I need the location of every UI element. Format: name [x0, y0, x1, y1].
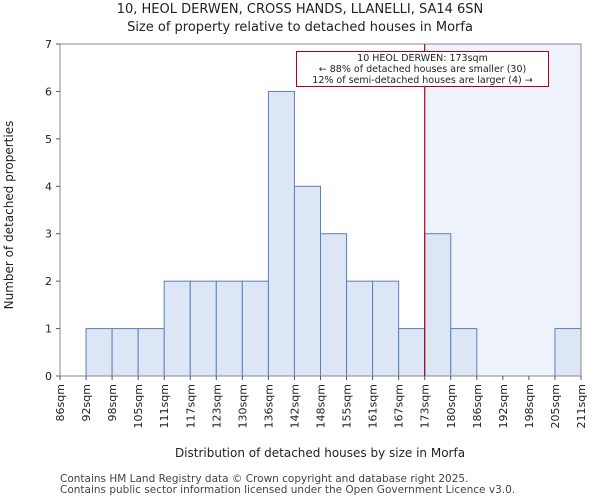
marker-annotation: 10 HEOL DERWEN: 173sqm ← 88% of detached…	[296, 51, 549, 87]
bar-130sqm	[241, 280, 269, 377]
x-tick-label: 161sqm	[367, 384, 380, 428]
x-tick-label: 98sqm	[106, 384, 119, 421]
bar-205sqm	[554, 328, 582, 377]
x-tick-label: 123sqm	[210, 384, 223, 428]
x-tick-label: 130sqm	[236, 384, 249, 428]
bar-92sqm	[85, 328, 113, 377]
bar-142sqm	[293, 185, 322, 377]
x-tick-label: 117sqm	[184, 384, 197, 428]
y-tick-label: 2	[45, 275, 52, 288]
bar-155sqm	[346, 280, 374, 377]
x-tick-label: 180sqm	[445, 384, 458, 428]
x-tick-label: 136sqm	[262, 384, 275, 428]
annotation-line-1: 10 HEOL DERWEN: 173sqm	[357, 53, 488, 64]
y-tick-label: 0	[45, 370, 52, 383]
bar-117sqm	[189, 280, 217, 377]
x-tick-label: 92sqm	[80, 384, 93, 421]
x-tick-label: 198sqm	[523, 384, 536, 428]
bar-180sqm	[450, 328, 478, 377]
bar-105sqm	[137, 328, 165, 377]
annotation-line-2: ← 88% of detached houses are smaller (30…	[318, 64, 527, 75]
bar-123sqm	[215, 280, 243, 377]
bar-167sqm	[398, 328, 426, 377]
annotation-line-3: 12% of semi-detached houses are larger (…	[312, 75, 533, 86]
y-tick-label: 7	[45, 38, 52, 51]
x-axis-label: Distribution of detached houses by size …	[175, 446, 465, 460]
footer-line-1: Contains HM Land Registry data © Crown c…	[60, 473, 469, 485]
x-tick-label: 148sqm	[315, 384, 328, 428]
x-tick-label: 155sqm	[341, 384, 354, 428]
bar-111sqm	[163, 280, 191, 377]
x-tick-label: 167sqm	[393, 384, 406, 428]
x-tick-label: 173sqm	[419, 384, 432, 428]
y-tick-label: 1	[45, 323, 52, 336]
bar-136sqm	[267, 90, 295, 377]
x-tick-label: 205sqm	[549, 384, 562, 428]
bar-148sqm	[320, 233, 348, 377]
bar-173sqm	[424, 233, 452, 377]
x-tick-label: 142sqm	[288, 384, 301, 428]
x-tick-label: 192sqm	[497, 384, 510, 428]
chart-title: 10, HEOL DERWEN, CROSS HANDS, LLANELLI, …	[116, 2, 484, 17]
x-tick-label: 105sqm	[132, 384, 145, 428]
x-tick-label: 86sqm	[54, 384, 67, 421]
y-axis-label: Number of detached properties	[2, 121, 16, 310]
chart-subtitle: Size of property relative to detached ho…	[127, 20, 473, 35]
x-tick-label: 186sqm	[471, 384, 484, 428]
y-tick-label: 5	[45, 133, 52, 146]
y-tick-label: 3	[45, 228, 52, 241]
y-tick-label: 6	[45, 85, 52, 98]
bar-98sqm	[111, 328, 139, 377]
bar-161sqm	[372, 280, 400, 377]
footer-line-2: Contains public sector information licen…	[60, 484, 516, 496]
x-tick-label: 111sqm	[158, 384, 171, 428]
x-tick-label: 211sqm	[575, 384, 588, 428]
y-tick-label: 4	[45, 180, 52, 193]
